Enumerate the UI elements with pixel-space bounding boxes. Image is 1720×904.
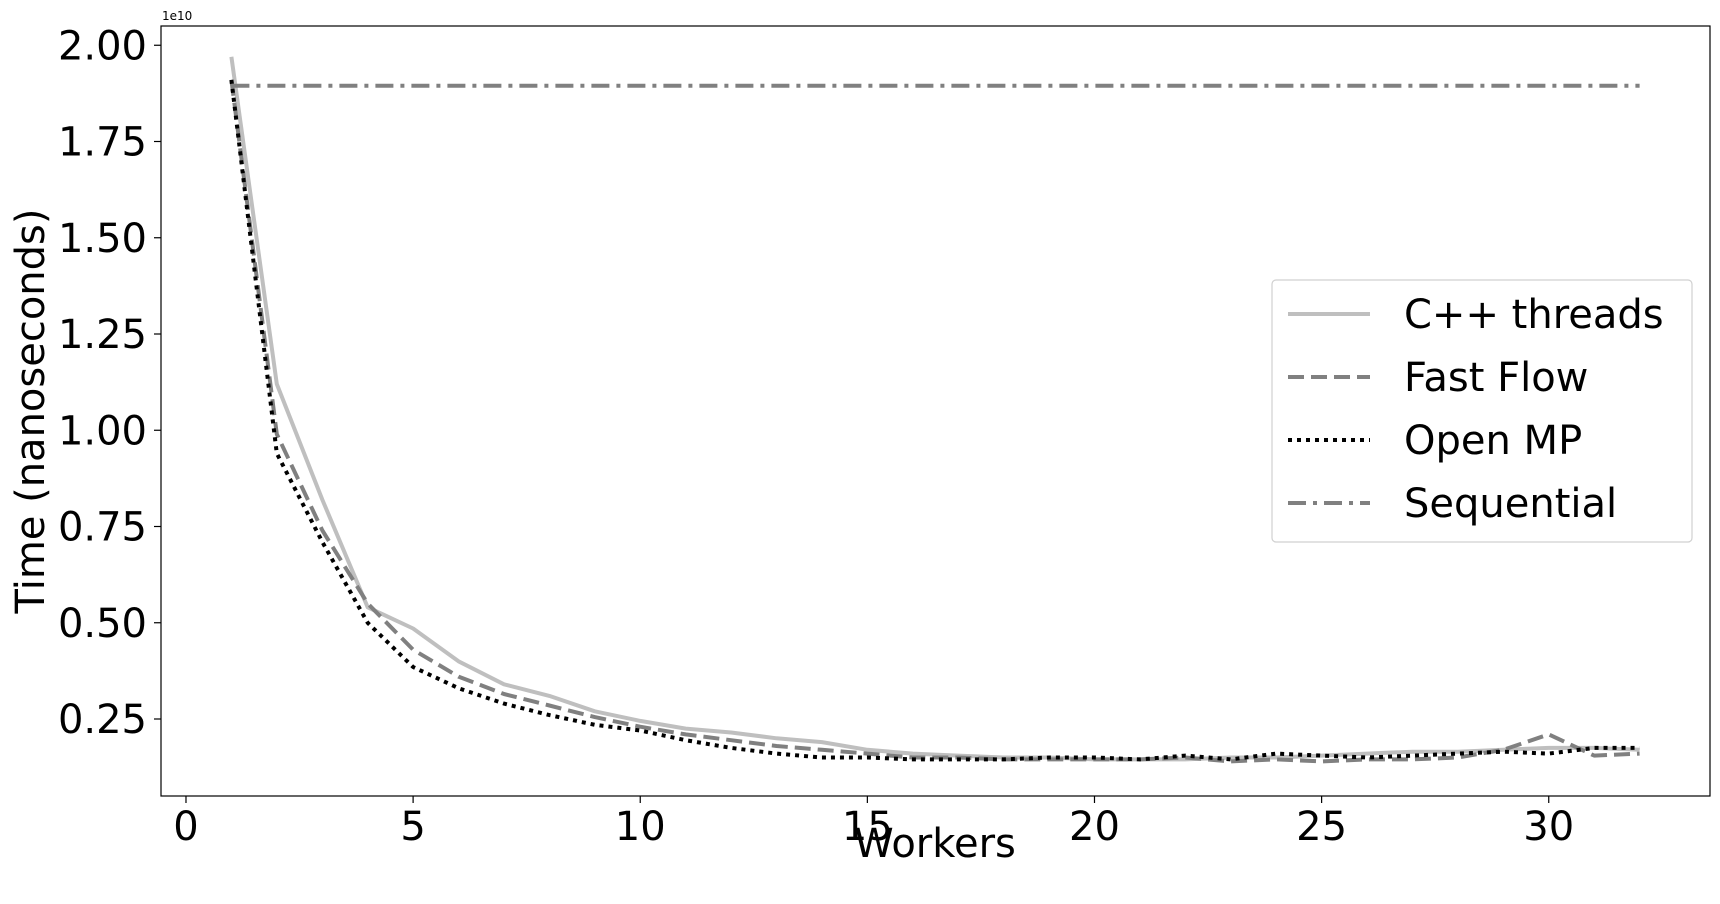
y-axis-title: Time (nanoseconds) — [8, 209, 54, 615]
x-tick-label: 20 — [1069, 804, 1120, 850]
x-tick-label: 30 — [1523, 804, 1574, 850]
y-tick-label: 0.50 — [58, 601, 147, 647]
y-tick-label: 1.25 — [58, 312, 147, 358]
legend-label-4: Sequential — [1404, 481, 1617, 527]
y-tick-label: 1.50 — [58, 216, 147, 262]
legend-label-1: C++ threads — [1404, 292, 1664, 338]
plot-area-frame — [160, 25, 1711, 797]
legend-box — [1271, 279, 1693, 543]
x-tick-label: 10 — [615, 804, 666, 850]
y-tick-label: 2.00 — [58, 23, 147, 69]
x-axis-title: Workers — [854, 821, 1016, 867]
x-tick-label: 5 — [400, 804, 425, 850]
y-tick-label: 0.25 — [58, 697, 147, 743]
series-layer — [229, 56, 1640, 764]
y-tick-label: 0.75 — [58, 505, 147, 551]
series-line-2 — [229, 79, 1640, 764]
series-line-1 — [229, 56, 1640, 762]
y-tick-label: 1.00 — [58, 408, 147, 454]
x-tick-label: 0 — [173, 804, 198, 850]
x-axis: 0 5 10 15 20 25 30 — [173, 796, 1574, 850]
y-axis-offset-label: 1e10 — [162, 9, 192, 23]
y-axis: 0.25 0.50 0.75 1.00 1.25 1.50 1.75 2.00 — [58, 23, 161, 743]
y-tick-label: 1.75 — [58, 120, 147, 166]
legend-label-2: Fast Flow — [1404, 355, 1588, 401]
legend-label-3: Open MP — [1404, 418, 1582, 464]
x-tick-label: 25 — [1296, 804, 1347, 850]
legend: C++ threads Fast Flow Open MP Sequential — [1271, 279, 1693, 543]
x-tick-label: 15 — [842, 804, 893, 850]
